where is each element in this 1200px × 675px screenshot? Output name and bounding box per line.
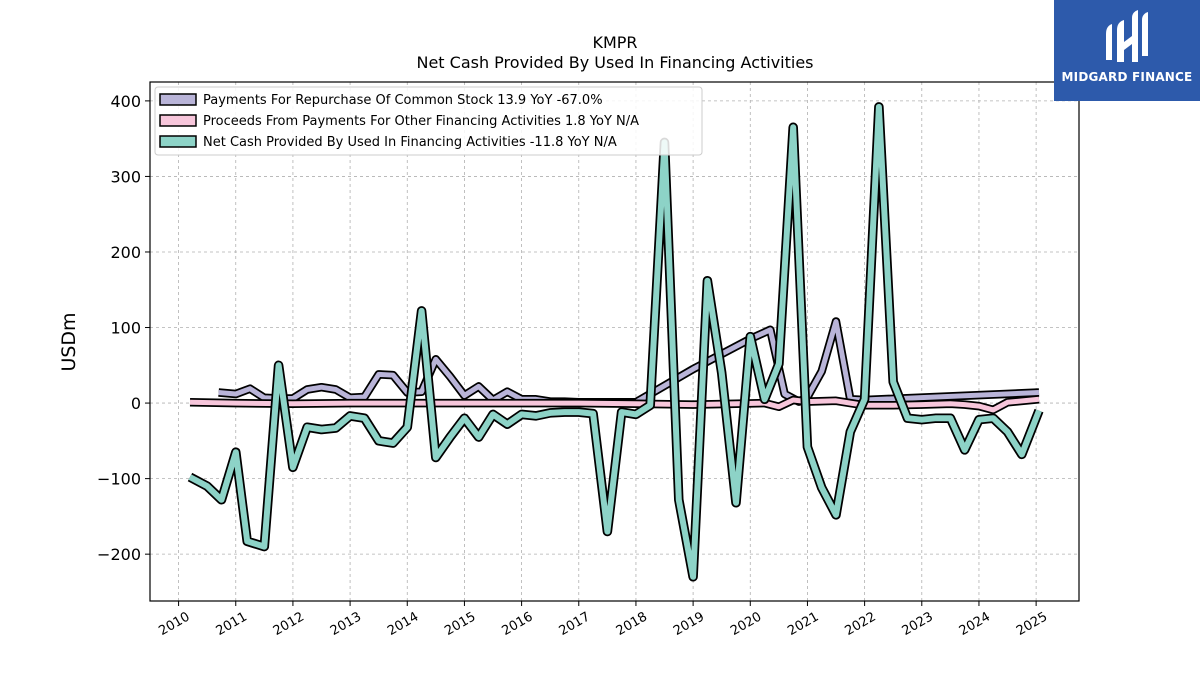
x-axis: 2010 2011 2012 2013 2014 2015 2016 2017 2018 2019… <box>156 601 1050 639</box>
series-net-cash-line <box>188 103 1042 580</box>
x-tick-label: 2012 <box>271 609 307 639</box>
x-tick-label: 2023 <box>900 609 936 639</box>
series-repurchase-line <box>218 319 1040 405</box>
series-other-financing-line <box>189 396 1040 413</box>
grid-lines <box>150 82 1079 601</box>
legend-swatch-other-financing <box>159 114 197 127</box>
x-tick-label: 2015 <box>442 609 478 639</box>
chart-title: KMPR <box>592 33 637 52</box>
y-tick-label: 100 <box>110 319 141 338</box>
legend-box <box>154 86 703 156</box>
y-axis: −200 −100 0 100 200 300 400 <box>97 92 150 564</box>
x-tick-label: 2011 <box>214 609 250 639</box>
x-tick-label: 2014 <box>385 609 421 639</box>
logo-mark-icon <box>1106 10 1148 62</box>
x-tick-label: 2024 <box>957 609 993 639</box>
midgard-finance-logo: MIDGARD FINANCE <box>1054 0 1200 101</box>
legend-swatch-net-cash <box>159 135 197 148</box>
logo-text: MIDGARD FINANCE <box>1061 70 1193 84</box>
x-tick-label: 2022 <box>842 609 878 639</box>
legend: Payments For Repurchase Of Common Stock … <box>154 86 703 156</box>
y-axis-label: USDm <box>58 312 80 371</box>
legend-swatch-repurchase <box>159 93 197 106</box>
legend-label-net-cash: Net Cash Provided By Used In Financing A… <box>203 135 617 150</box>
y-tick-label: 300 <box>110 167 141 186</box>
y-tick-label: −100 <box>97 470 141 489</box>
x-tick-label: 2016 <box>499 609 535 639</box>
y-tick-label: 400 <box>110 92 141 111</box>
x-tick-label: 2021 <box>785 609 821 639</box>
series-layer <box>187 102 1044 582</box>
series-net-cash-outline <box>187 102 1044 582</box>
legend-label-other-financing: Proceeds From Payments For Other Financi… <box>203 114 639 129</box>
x-tick-label: 2013 <box>328 609 364 639</box>
x-tick-label: 2019 <box>671 609 707 639</box>
x-tick-label: 2020 <box>728 609 764 639</box>
x-tick-label: 2018 <box>614 609 650 639</box>
legend-label-repurchase: Payments For Repurchase Of Common Stock … <box>203 93 603 108</box>
x-tick-label: 2010 <box>156 609 192 639</box>
x-tick-label: 2017 <box>557 609 593 639</box>
chart-subtitle: Net Cash Provided By Used In Financing A… <box>416 53 813 72</box>
y-tick-label: 200 <box>110 243 141 262</box>
plot-frame <box>149 81 1080 602</box>
y-tick-label: 0 <box>131 394 141 413</box>
x-tick-label: 2025 <box>1014 609 1050 639</box>
y-tick-label: −200 <box>97 545 141 564</box>
